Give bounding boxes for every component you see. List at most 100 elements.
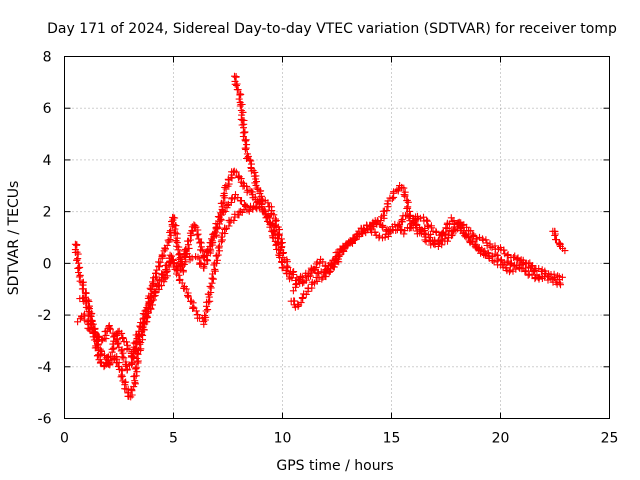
data-point	[144, 313, 152, 321]
x-tick-label: 10	[274, 431, 292, 447]
data-point	[243, 155, 250, 162]
data-point	[379, 223, 387, 231]
data-point	[437, 236, 445, 244]
x-tick-label: 5	[169, 431, 178, 447]
data-point	[246, 156, 254, 164]
data-point	[153, 273, 161, 281]
data-point	[194, 230, 202, 238]
data-point	[400, 230, 408, 238]
data-point	[438, 241, 446, 249]
data-point	[238, 208, 246, 216]
data-point	[185, 244, 193, 252]
data-point	[506, 268, 513, 276]
series-track-5	[289, 212, 566, 295]
data-point	[152, 288, 160, 296]
data-point	[521, 260, 529, 267]
data-point	[73, 256, 81, 264]
data-point	[217, 233, 225, 241]
data-point	[186, 236, 194, 244]
data-point	[232, 73, 240, 81]
data-point	[156, 258, 164, 266]
data-point	[482, 236, 490, 244]
data-point	[226, 218, 234, 226]
data-point	[388, 195, 396, 203]
data-point	[490, 258, 498, 266]
data-point	[75, 273, 83, 281]
data-point	[195, 235, 203, 243]
y-tick-label: 4	[43, 153, 52, 169]
y-tick-label: 6	[43, 101, 52, 117]
data-point	[79, 285, 87, 293]
data-point	[172, 229, 180, 237]
data-point	[373, 217, 381, 225]
data-point	[237, 100, 245, 108]
data-point	[561, 247, 569, 255]
data-point	[97, 358, 105, 366]
data-point	[404, 198, 412, 206]
data-point	[269, 234, 277, 242]
data-point	[171, 225, 179, 233]
data-point	[131, 365, 139, 373]
data-point	[187, 297, 195, 305]
data-point	[298, 277, 306, 285]
data-point	[235, 95, 243, 103]
data-point	[420, 229, 428, 237]
data-point	[512, 265, 520, 273]
data-point	[107, 352, 114, 360]
data-point	[114, 328, 122, 336]
data-point	[398, 216, 406, 223]
data-point	[136, 322, 144, 330]
data-point	[122, 362, 130, 370]
data-point	[245, 206, 253, 214]
data-point	[150, 292, 158, 300]
series-track-6	[292, 211, 541, 287]
y-tick-labels: -6 -4 -2 0 2 4 6 8	[38, 50, 52, 428]
data-point	[182, 285, 190, 293]
data-point	[217, 215, 224, 223]
data-point	[166, 227, 174, 235]
data-point	[197, 243, 205, 251]
data-point	[261, 208, 269, 216]
data-point	[200, 320, 208, 328]
data-point	[502, 264, 510, 272]
data-point	[270, 227, 278, 235]
y-axis-label: SDTVAR / TECUs	[6, 181, 22, 296]
data-point	[182, 245, 189, 253]
x-tick-label: 25	[601, 431, 619, 447]
chart-title: Day 171 of 2024, Sidereal Day-to-day VTE…	[47, 21, 617, 37]
data-point	[442, 224, 450, 232]
data-point	[394, 221, 402, 229]
data-point	[383, 207, 391, 215]
data-point	[237, 197, 245, 205]
data-point	[554, 272, 562, 280]
data-point	[252, 203, 260, 211]
data-point	[192, 307, 200, 315]
data-point	[74, 264, 82, 272]
data-point	[551, 232, 559, 239]
data-point	[158, 282, 165, 290]
data-point	[313, 277, 321, 285]
data-point	[90, 329, 98, 337]
data-point	[307, 272, 314, 280]
data-point	[424, 221, 431, 229]
y-tick-label: -6	[38, 412, 52, 428]
data-point	[220, 189, 228, 197]
data-point	[231, 195, 239, 203]
data-point	[303, 276, 310, 284]
data-point	[343, 242, 351, 250]
data-point	[298, 294, 306, 302]
data-point	[272, 217, 280, 225]
grid-lines	[64, 56, 610, 419]
data-point	[141, 307, 149, 315]
data-point	[201, 260, 209, 268]
data-point	[213, 259, 221, 267]
data-point	[480, 251, 488, 259]
x-tick-labels: 0 5 10 15 20 25	[60, 431, 618, 447]
data-point	[275, 231, 283, 239]
x-tick-label: 15	[383, 431, 401, 447]
data-point	[135, 327, 143, 335]
data-point	[152, 269, 159, 277]
data-point	[223, 202, 231, 210]
series-track-2	[74, 202, 301, 374]
data-point	[280, 249, 287, 257]
